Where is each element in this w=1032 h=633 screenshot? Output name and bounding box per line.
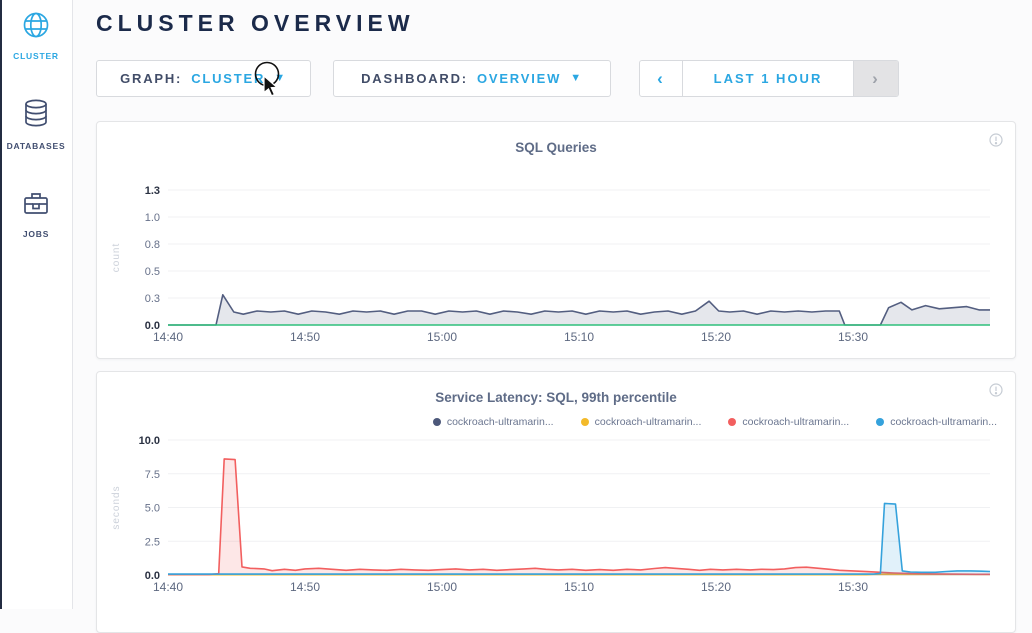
legend-label: cockroach-ultramarin... <box>742 416 850 428</box>
legend-item[interactable]: cockroach-ultramarin... <box>728 416 849 428</box>
chart-title: Service Latency: SQL, 99th percentile <box>435 390 677 405</box>
legend-item[interactable]: cockroach-ultramarin... <box>876 416 997 428</box>
svg-text:0.0: 0.0 <box>145 570 160 582</box>
dashboard-dropdown-label: DASHBOARD: <box>361 71 468 86</box>
chevron-down-icon: ▼ <box>570 71 583 84</box>
service-latency-panel: 0.0 2.5 5.0 7.5 10.0 14:40 14:50 15:00 15:10 15:2… <box>96 371 1016 633</box>
legend-item[interactable]: cockroach-ultramarin... <box>580 416 702 428</box>
svg-text:count: count <box>111 243 122 272</box>
time-next-button[interactable]: › <box>853 61 898 96</box>
svg-text:0.3: 0.3 <box>145 293 160 305</box>
legend-dot-icon <box>580 418 589 426</box>
chart-title: SQL Queries <box>515 140 597 155</box>
globe-icon <box>0 9 72 46</box>
svg-text:14:50: 14:50 <box>290 580 320 594</box>
svg-text:15:20: 15:20 <box>701 580 731 594</box>
chart-legend: cockroach-ultramarin... cockroach-ultrama… <box>432 416 997 428</box>
svg-text:5.0: 5.0 <box>145 503 160 515</box>
sidebar: CLUSTER DATABASES JOBS <box>0 0 73 609</box>
time-range-label: LAST 1 HOUR <box>713 71 823 86</box>
sidebar-item-label: JOBS <box>22 229 50 239</box>
svg-text:1.0: 1.0 <box>145 212 160 224</box>
svg-text:2.5: 2.5 <box>145 536 160 548</box>
svg-text:15:00: 15:00 <box>427 330 457 344</box>
dashboard-dropdown[interactable]: DASHBOARD: OVERVIEW ▼ <box>333 60 611 97</box>
svg-text:15:30: 15:30 <box>838 330 868 344</box>
svg-text:0.5: 0.5 <box>145 266 160 278</box>
svg-text:15:00: 15:00 <box>427 580 457 594</box>
svg-text:15:10: 15:10 <box>564 330 594 344</box>
svg-text:0.0: 0.0 <box>145 320 160 332</box>
svg-text:0.8: 0.8 <box>145 239 160 251</box>
sql-queries-panel: 0.0 0.3 0.5 0.8 1.0 1.3 14:40 14:50 15:00 15:10 15… <box>96 121 1016 359</box>
svg-text:14:50: 14:50 <box>290 330 320 344</box>
sidebar-item-label: CLUSTER <box>13 51 59 61</box>
databases-icon <box>0 97 72 136</box>
legend-label: cockroach-ultramarin... <box>594 416 702 428</box>
svg-text:14:40: 14:40 <box>153 580 183 594</box>
legend-label: cockroach-ultramarin... <box>890 416 997 428</box>
chevron-down-icon: ▼ <box>274 71 287 84</box>
graph-dropdown-label: GRAPH: <box>120 71 183 86</box>
sidebar-item-label: DATABASES <box>6 141 66 151</box>
sidebar-item-databases[interactable]: DATABASES <box>0 97 72 151</box>
chevron-left-icon: ‹ <box>657 68 665 88</box>
graph-dropdown[interactable]: GRAPH: CLUSTER ▼ <box>96 60 311 97</box>
legend-dot-icon <box>876 418 885 426</box>
svg-text:7.5: 7.5 <box>145 469 160 481</box>
legend-label: cockroach-ultramarin... <box>446 416 554 428</box>
time-range-selector: ‹ LAST 1 HOUR › <box>639 60 899 97</box>
svg-text:14:40: 14:40 <box>153 330 183 344</box>
svg-text:1.3: 1.3 <box>145 185 160 197</box>
chevron-right-icon: › <box>872 68 880 88</box>
sidebar-item-cluster[interactable]: CLUSTER <box>0 9 72 61</box>
page-title: CLUSTER OVERVIEW <box>96 10 415 36</box>
info-icon[interactable] <box>989 383 1003 402</box>
time-range-button[interactable]: LAST 1 HOUR <box>683 61 853 96</box>
legend-dot-icon <box>432 418 441 426</box>
dashboard-dropdown-value: OVERVIEW <box>476 71 562 86</box>
briefcase-icon <box>0 189 72 224</box>
info-icon[interactable] <box>989 133 1003 152</box>
legend-dot-icon <box>728 418 737 426</box>
time-prev-button[interactable]: ‹ <box>640 61 683 96</box>
svg-text:15:10: 15:10 <box>564 580 594 594</box>
svg-text:10.0: 10.0 <box>139 435 160 447</box>
svg-text:seconds: seconds <box>111 485 122 529</box>
svg-text:15:30: 15:30 <box>838 580 868 594</box>
service-latency-chart[interactable]: 0.0 2.5 5.0 7.5 10.0 14:40 14:50 15:00 15:10 15:2… <box>97 372 1015 632</box>
graph-dropdown-value: CLUSTER <box>191 71 266 86</box>
legend-item[interactable]: cockroach-ultramarin... <box>432 416 554 428</box>
sql-queries-chart[interactable]: 0.0 0.3 0.5 0.8 1.0 1.3 14:40 14:50 15:00 15:10 15… <box>97 122 1015 358</box>
sidebar-item-jobs[interactable]: JOBS <box>0 189 72 239</box>
svg-text:15:20: 15:20 <box>701 330 731 344</box>
